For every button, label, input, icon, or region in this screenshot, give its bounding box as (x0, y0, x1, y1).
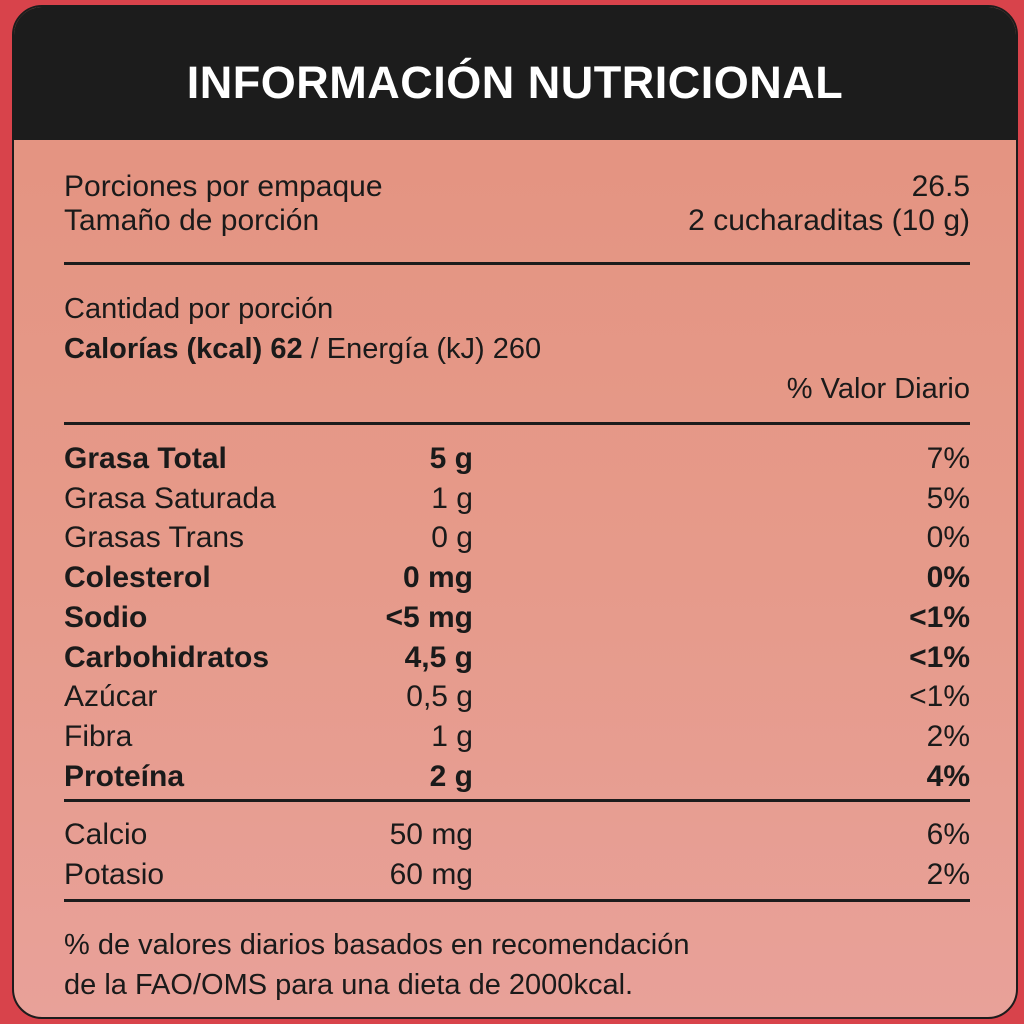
nutrient-row: Grasa Saturada 1 g 5% (64, 479, 970, 519)
daily-value-header-row: % Valor Diario (64, 369, 970, 409)
divider (64, 422, 970, 425)
amount-per-serving-row: Cantidad por porción (64, 289, 970, 329)
energy-label: / Energía (kJ) 260 (302, 333, 542, 365)
nutrient-amount: 0 g (431, 521, 473, 555)
nutrient-row: Sodio <5 mg <1% (64, 598, 970, 638)
nutrient-daily-value: 2% (926, 719, 970, 753)
footnote-line-2: de la FAO/OMS para una dieta de 2000kcal… (64, 969, 634, 1001)
serving-size-value: 2 cucharaditas (10 g) (688, 204, 970, 237)
serving-size-row: Tamaño de porción 2 cucharaditas (10 g) (64, 201, 970, 241)
mineral-row: Potasio 60 mg 2% (64, 855, 970, 895)
nutrient-row: Fibra 1 g 2% (64, 717, 970, 757)
daily-value-header: % Valor Diario (786, 373, 970, 405)
nutrient-name: Calcio (64, 818, 148, 851)
nutrient-amount: 1 g (431, 481, 473, 515)
nutrient-daily-value: 4% (926, 759, 970, 793)
nutrient-name: Fibra (64, 719, 133, 753)
nutrient-row: Grasas Trans 0 g 0% (64, 518, 970, 558)
nutrient-row: Colesterol 0 mg 0% (64, 558, 970, 598)
divider (64, 262, 970, 265)
servings-per-package-label: Porciones por empaque (64, 170, 383, 203)
calories-row: Calorías (kcal) 62 / Energía (kJ) 260 (64, 329, 970, 369)
nutrient-name: Carbohidratos (64, 640, 270, 674)
nutrient-row: Azúcar 0,5 g <1% (64, 677, 970, 717)
nutrient-daily-value: 0% (926, 521, 970, 555)
nutrient-amount: 0,5 g (406, 680, 473, 714)
nutrient-amount: 60 mg (389, 857, 473, 891)
nutrient-daily-value: 6% (926, 818, 970, 851)
amount-per-serving-label: Cantidad por porción (64, 293, 334, 325)
nutrient-amount: 0 mg (402, 561, 473, 595)
mineral-row: Calcio 50 mg 6% (64, 815, 970, 855)
calories-label: Calorías (kcal) 62 (64, 333, 303, 365)
nutrient-name: Azúcar (64, 680, 158, 714)
nutrient-amount: 4,5 g (404, 640, 473, 674)
nutrient-amount: 2 g (429, 759, 473, 793)
nutrient-amount: <5 mg (385, 600, 473, 634)
nutrient-name: Sodio (64, 600, 148, 634)
nutrient-name: Proteína (64, 759, 185, 793)
nutrient-daily-value: 0% (926, 561, 970, 595)
nutrition-label: INFORMACIÓN NUTRICIONAL Porciones por em… (12, 5, 1018, 1019)
nutrient-daily-value: 2% (926, 857, 970, 891)
nutrient-name: Grasa Saturada (64, 481, 276, 515)
nutrient-name: Potasio (64, 857, 165, 891)
calories-line: Calorías (kcal) 62 / Energía (kJ) 260 (64, 329, 541, 369)
nutrient-row: Proteína 2 g 4% (64, 757, 970, 797)
nutrient-amount: 5 g (429, 442, 473, 475)
servings-per-package-value: 26.5 (911, 170, 970, 203)
nutrient-name: Colesterol (64, 561, 211, 595)
nutrient-row: Carbohidratos 4,5 g <1% (64, 638, 970, 678)
nutrient-daily-value: 5% (926, 481, 970, 515)
page-title: INFORMACIÓN NUTRICIONAL (186, 57, 844, 108)
nutrient-row: Grasa Total 5 g 7% (64, 439, 970, 479)
serving-size-label: Tamaño de porción (64, 204, 320, 237)
nutrient-name: Grasas Trans (64, 521, 245, 555)
divider (64, 899, 970, 902)
divider (64, 799, 970, 802)
servings-per-package-row: Porciones por empaque 26.5 (64, 167, 970, 207)
nutrient-amount: 1 g (431, 719, 473, 753)
nutrient-daily-value: <1% (909, 640, 970, 674)
footnote-line-1: % de valores diarios basados en recomend… (64, 929, 690, 961)
nutrient-daily-value: 7% (926, 442, 970, 475)
nutrient-amount: 50 mg (389, 818, 473, 851)
title-bar: INFORMACIÓN NUTRICIONAL (14, 7, 1016, 140)
nutrient-daily-value: <1% (909, 680, 970, 714)
nutrient-name: Grasa Total (64, 442, 227, 475)
nutrient-daily-value: <1% (909, 600, 970, 634)
